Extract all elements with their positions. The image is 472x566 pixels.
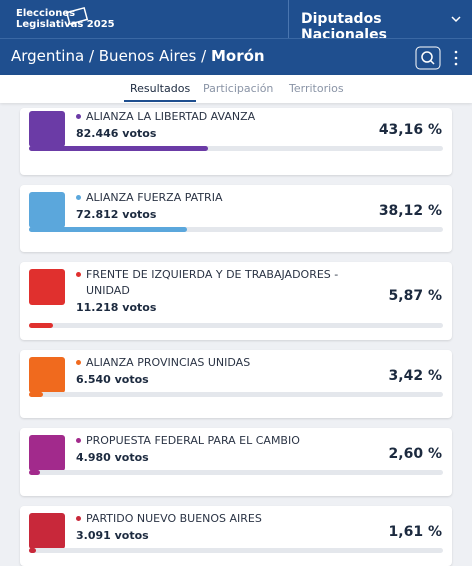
result-card[interactable]: PROPUESTA FEDERAL PARA EL CAMBIO 4.980 vo…	[20, 428, 452, 496]
party-name: PROPUESTA FEDERAL PARA EL CAMBIO	[86, 434, 300, 447]
party-dot	[76, 114, 81, 119]
breadcrumb: Argentina / Buenos Aires / Morón	[11, 47, 265, 65]
crumb[interactable]: Buenos Aires	[98, 47, 197, 65]
party-logo	[29, 111, 65, 147]
result-card[interactable]: ALIANZA PROVINCIAS UNIDAS 6.540 votos 3,42…	[20, 350, 452, 418]
crumb[interactable]: Argentina	[11, 47, 85, 65]
more-button[interactable]	[450, 48, 462, 68]
bar-fill	[29, 227, 187, 232]
tab[interactable]: Participación	[203, 82, 274, 95]
party-dot	[76, 438, 81, 443]
bar-track	[29, 227, 443, 232]
chevron	[451, 16, 461, 23]
logo-icon	[65, 6, 89, 26]
crumb: Morón	[210, 47, 265, 65]
party-dot	[76, 195, 81, 200]
tab[interactable]: Resultados	[130, 82, 191, 95]
bar-track	[29, 146, 443, 151]
party-name: PARTIDO NUEVO BUENOS AIRES	[86, 512, 262, 525]
votes: 6.540 votos	[76, 373, 149, 386]
party-dot	[76, 516, 81, 521]
votes: 11.218 votos	[76, 301, 157, 314]
votes: 72.812 votos	[76, 208, 157, 221]
election-select[interactable]: Diputados Nacionales	[301, 11, 387, 43]
percent: 43,16 %	[378, 122, 442, 138]
party-logo	[29, 435, 65, 471]
party-name: ALIANZA FUERZA PATRIA	[86, 191, 223, 204]
bar-track	[29, 548, 443, 553]
percent: 3,42 %	[388, 368, 442, 384]
bar-fill	[29, 548, 36, 553]
bar-fill	[29, 323, 54, 328]
bar-track	[29, 392, 443, 397]
tab[interactable]: Territorios	[289, 82, 344, 95]
bar-fill	[29, 146, 208, 151]
divider	[288, 0, 289, 38]
result-card[interactable]: PARTIDO NUEVO BUENOS AIRES 3.091 votos 1,6…	[20, 506, 452, 566]
percent: 1,61 %	[388, 524, 442, 540]
party-name: ALIANZA PROVINCIAS UNIDAS	[86, 356, 251, 369]
party-logo	[29, 513, 65, 549]
result-card[interactable]: ALIANZA FUERZA PATRIA 72.812 votos 38,12 %	[20, 185, 452, 252]
result-card[interactable]: ALIANZA LA LIBERTAD AVANZA 82.446 votos 43…	[20, 108, 452, 175]
result-card[interactable]: FRENTE DE IZQUIERDA Y DE TRABAJADORES - …	[20, 262, 452, 340]
bar-track	[29, 323, 443, 328]
votes: 82.446 votos	[76, 127, 157, 140]
bar-track	[29, 470, 443, 475]
party-name: ALIANZA LA LIBERTAD AVANZA	[86, 110, 256, 123]
votes: 3.091 votos	[76, 529, 149, 542]
logo-line: Elecciones	[16, 8, 76, 19]
logo[interactable]: Elecciones Legislativas 2025	[16, 8, 115, 30]
party-dot	[76, 272, 81, 277]
party-logo	[29, 192, 65, 228]
party-dot	[76, 360, 81, 365]
percent: 2,60 %	[388, 446, 442, 462]
tab-bar: Resultados Participación Territorios	[0, 75, 472, 103]
bar-fill	[29, 470, 40, 475]
party-logo	[29, 269, 65, 305]
divider	[0, 38, 472, 39]
percent: 5,87 %	[388, 288, 442, 304]
party-name: FRENTE DE IZQUIERDA Y DE TRABAJADORES - …	[86, 268, 339, 297]
bar-fill	[29, 392, 44, 397]
tab-underline	[124, 100, 196, 102]
party-logo	[29, 357, 65, 393]
header: Elecciones Legislativas 2025 Diputados N…	[0, 0, 472, 75]
search-button[interactable]	[415, 46, 441, 70]
logo-line: Legislativas 2025	[16, 19, 115, 30]
votes: 4.980 votos	[76, 451, 149, 464]
percent: 38,12 %	[378, 203, 442, 219]
